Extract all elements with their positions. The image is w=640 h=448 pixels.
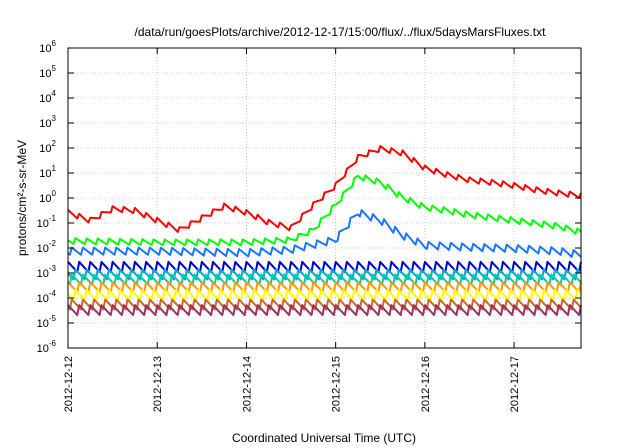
x-tick-label: 2012-12-14 <box>241 356 253 412</box>
x-tick-label: 2012-12-15 <box>331 356 343 412</box>
y-tick-label: 101 <box>39 164 56 180</box>
data-series <box>67 145 582 316</box>
y-tick-label: 10-5 <box>37 314 57 330</box>
series-line <box>67 281 582 293</box>
series-line <box>67 174 582 247</box>
series-line <box>67 289 582 301</box>
x-tick-label: 2012-12-13 <box>152 356 164 412</box>
plot-frame <box>67 47 582 349</box>
y-tick-label: 102 <box>39 139 56 155</box>
y-tick-label: 104 <box>39 89 56 105</box>
series-line <box>67 304 582 316</box>
y-tick-label: 10-2 <box>37 239 57 255</box>
y-tick-label: 10-3 <box>37 264 57 280</box>
x-tick-label: 2012-12-16 <box>420 356 432 412</box>
x-tick-label: 2012-12-12 <box>63 356 75 412</box>
y-tick-label: 100 <box>39 189 56 205</box>
y-tick-label: 105 <box>39 64 56 80</box>
chart-title: /data/run/goesPlots/archive/2012-12-17/1… <box>135 25 547 39</box>
y-tick-label: 10-1 <box>37 214 57 230</box>
grid-lines <box>68 48 581 348</box>
y-tick-label: 106 <box>39 39 56 55</box>
y-tick-label: 103 <box>39 114 56 130</box>
x-axis-label: Coordinated Universal Time (UTC) <box>232 431 416 445</box>
y-axis-ticks: 10-6 10-5 10-4 10-3 10-2 10-1 100 101 102 103 104 1… <box>37 39 581 355</box>
series-line <box>67 260 582 273</box>
y-tick-label: 10-6 <box>37 339 57 355</box>
series-line <box>67 209 582 258</box>
series-line <box>67 145 582 233</box>
x-axis-ticks: 2012-12-12 2012-12-13 2012-12-14 2012-12-15… <box>63 48 521 412</box>
y-tick-label: 10-4 <box>37 289 57 305</box>
series-line <box>67 268 582 281</box>
x-tick-label: 2012-12-17 <box>509 356 521 412</box>
y-axis-label: protons/cm²-s-sr-MeV <box>15 140 29 256</box>
